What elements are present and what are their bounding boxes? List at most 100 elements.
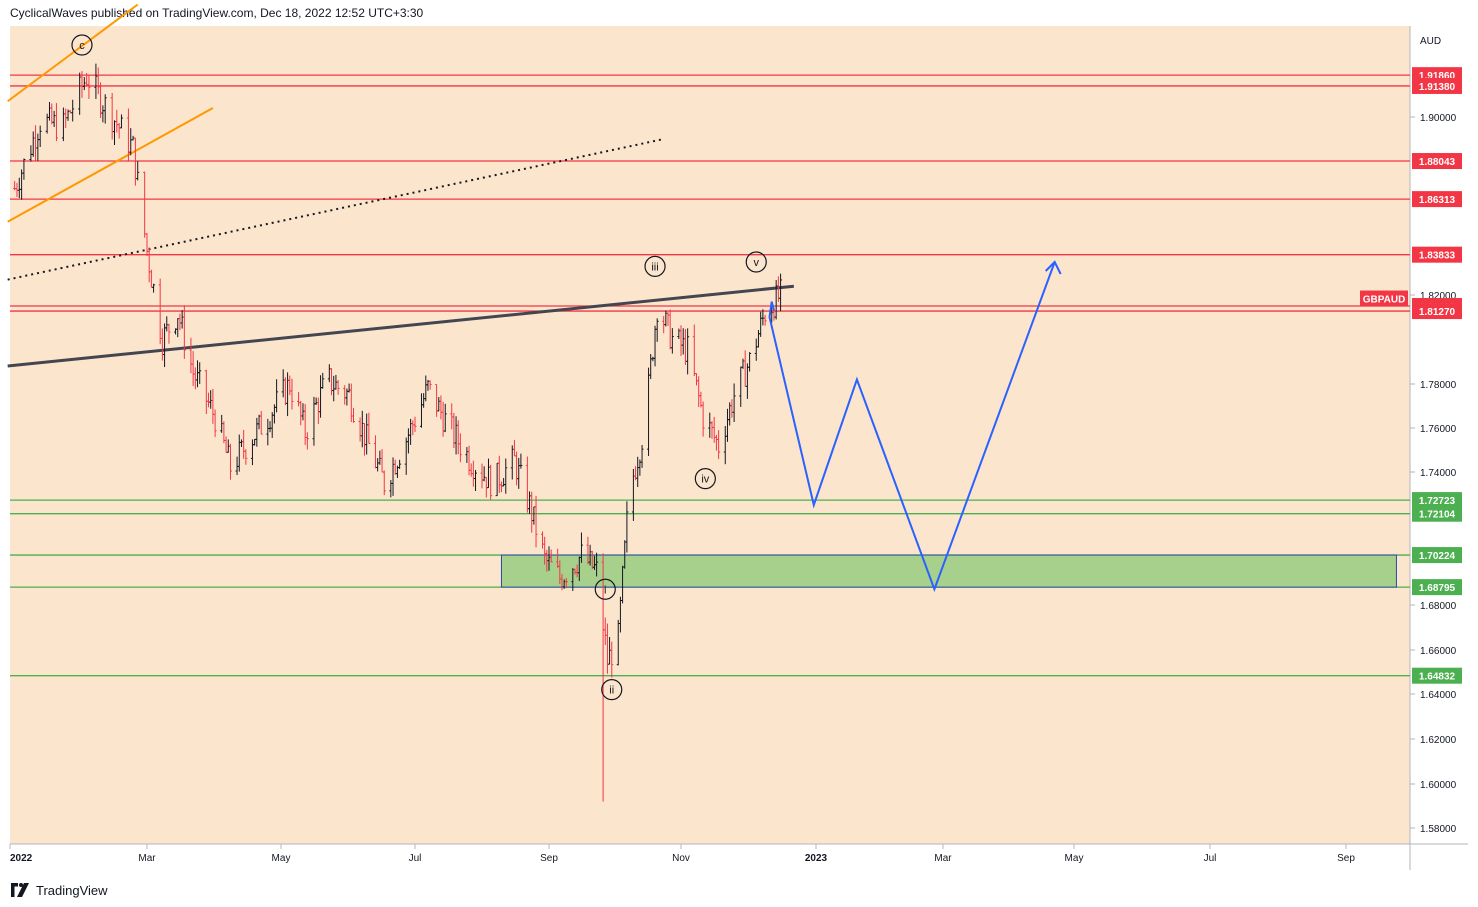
candle	[732, 383, 736, 423]
support-level-text: 1.72104	[1419, 510, 1456, 521]
wave-label-text: iii	[651, 261, 658, 273]
resistance-level-text: 1.91380	[1419, 82, 1456, 93]
tradingview-logo-icon	[11, 883, 29, 897]
candle	[167, 323, 171, 344]
candle	[413, 416, 417, 432]
candle	[564, 577, 568, 589]
y-tick-label: 1.58000	[1420, 824, 1457, 835]
candle	[244, 449, 248, 465]
publish-info: CyclicalWaves published on TradingView.c…	[10, 6, 424, 20]
candle	[686, 328, 690, 375]
wave-label-c: c	[71, 34, 93, 56]
projection-line	[768, 261, 1056, 593]
resistance-level-tag	[1412, 191, 1462, 208]
support-level-text: 1.72723	[1419, 496, 1456, 507]
candle	[534, 495, 538, 548]
tradingview-footer[interactable]: TradingView	[10, 880, 108, 900]
candles	[13, 63, 783, 802]
candle	[640, 445, 644, 468]
candle	[152, 283, 156, 293]
candle	[519, 453, 523, 469]
wave-label-circle	[71, 34, 93, 56]
y-tick-label: 1.90000	[1420, 113, 1457, 124]
current-price-tag-text: GBPAUD	[1363, 295, 1406, 306]
resistance-level-tag	[1412, 77, 1462, 94]
resistance-level-tag	[1412, 303, 1462, 320]
candle	[275, 379, 279, 413]
wave-label-circle	[694, 468, 716, 490]
trendline-channel-upper	[7, 3, 139, 103]
candle	[213, 409, 217, 437]
candle	[22, 158, 26, 180]
candle	[119, 114, 123, 129]
x-tick-label: Nov	[672, 853, 690, 864]
projection-path	[768, 260, 1062, 593]
wave-label-iii: iii	[644, 255, 666, 277]
candle	[290, 378, 294, 410]
candle	[748, 352, 752, 372]
candle	[779, 273, 783, 312]
price-axis[interactable]: AUD 1.90000 1.82000 1.78000 1.76000 1.74000 1…	[1409, 26, 1468, 870]
x-tick-label: 2022	[10, 853, 33, 864]
candle	[336, 380, 340, 395]
support-zone-rect	[500, 554, 1397, 588]
candle	[54, 103, 58, 142]
price-labels: 1.918601.913801.880431.863131.838331.814…	[1360, 67, 1462, 684]
y-tick-label: 1.68000	[1420, 601, 1457, 612]
trendlines	[7, 3, 795, 368]
wave-label-ii: ii	[601, 678, 623, 701]
x-tick-label: May	[272, 853, 291, 864]
candle	[717, 430, 721, 460]
support-level-tag	[1412, 492, 1462, 509]
wave-label-iv: iv	[694, 468, 716, 490]
x-tick-label: 2023	[805, 853, 828, 864]
candle	[398, 459, 402, 469]
candle	[549, 549, 553, 563]
x-tick-label: Jul	[1204, 853, 1217, 864]
trendline-dark	[7, 284, 795, 368]
y-tick-label: 1.62000	[1420, 735, 1457, 746]
time-axis[interactable]: 2022 Mar May Jul Sep Nov 2023 Mar May Jul Sep	[9, 843, 1468, 864]
support-level-text: 1.70224	[1419, 551, 1456, 562]
trendline-channel-lower	[7, 107, 214, 223]
wave-label-i: i	[594, 578, 616, 600]
candle	[610, 641, 614, 678]
wave-label-text: iv	[701, 474, 709, 486]
candle	[228, 443, 232, 480]
y-tick-label: 1.60000	[1420, 780, 1457, 791]
candle	[38, 125, 42, 148]
x-tick-label: Sep	[540, 853, 558, 864]
y-tick-label: 1.76000	[1420, 424, 1457, 435]
support-level-tag	[1412, 667, 1462, 684]
wave-label-circle	[644, 255, 666, 277]
y-tick-label: 1.82000	[1420, 291, 1457, 302]
wave-label-circle	[745, 251, 767, 273]
support-level-tag	[1412, 505, 1462, 522]
support-zone	[500, 554, 1397, 588]
candle	[259, 410, 263, 435]
candle	[136, 161, 140, 181]
resistance-level-tag	[1412, 246, 1462, 263]
candle	[367, 412, 371, 444]
support-level-text: 1.68795	[1419, 583, 1456, 594]
y-tick-label: 1.74000	[1420, 468, 1457, 479]
wave-label-text: i	[604, 584, 606, 596]
candle	[595, 552, 599, 577]
candle	[428, 380, 432, 390]
current-price-tag	[1360, 290, 1408, 307]
candle	[474, 469, 478, 492]
x-tick-label: Mar	[138, 853, 156, 864]
y-tick-label: 1.66000	[1420, 646, 1457, 657]
currency-label: AUD	[1420, 36, 1441, 47]
wave-label-circle	[594, 578, 616, 600]
candle	[198, 362, 202, 384]
y-tick-label: 1.78000	[1420, 380, 1457, 391]
support-level-text: 1.64832	[1419, 672, 1456, 683]
x-tick-label: Jul	[409, 853, 422, 864]
candle	[763, 314, 767, 326]
wave-label-text: c	[79, 40, 85, 52]
wave-label-text: ii	[609, 685, 614, 697]
resistance-level-text: 1.81270	[1419, 307, 1456, 318]
